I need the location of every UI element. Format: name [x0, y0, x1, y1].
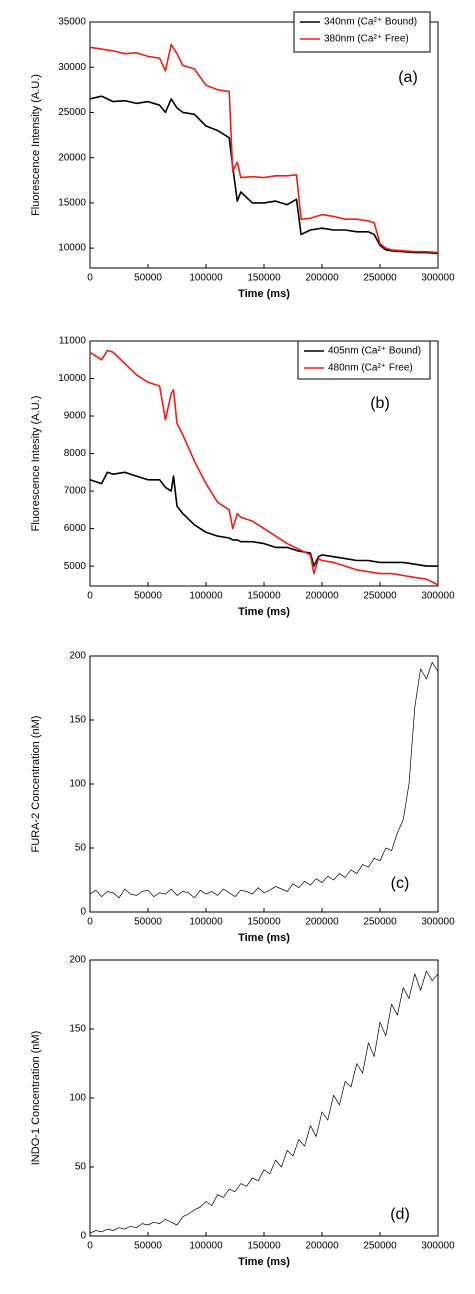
- y-tick-label: 6000: [64, 523, 87, 534]
- y-axis-label: Fluorescence Intensity (A.U.): [30, 74, 42, 216]
- x-tick-label: 150000: [247, 273, 281, 284]
- legend-label: 340nm (Ca²⁺ Bound): [324, 17, 417, 28]
- panel-label: (a): [398, 69, 418, 86]
- x-tick-label: 200000: [305, 1241, 339, 1252]
- x-tick-label: 250000: [363, 1241, 397, 1252]
- data-line: [89, 662, 439, 899]
- x-tick-label: 100000: [189, 591, 223, 602]
- y-tick-label: 100: [69, 1093, 86, 1104]
- y-tick-label: 5000: [64, 561, 87, 572]
- x-tick-label: 100000: [189, 1241, 223, 1252]
- y-tick-label: 35000: [58, 17, 86, 28]
- data-line: [89, 970, 439, 1234]
- x-tick-label: 300000: [421, 1241, 455, 1252]
- x-tick-label: 50000: [134, 917, 162, 928]
- x-tick-label: 50000: [134, 273, 162, 284]
- x-tick-label: 0: [87, 273, 93, 284]
- y-tick-label: 11000: [59, 336, 87, 347]
- data-line: [89, 43, 439, 254]
- y-tick-label: 15000: [58, 198, 86, 209]
- x-tick-label: 150000: [247, 1241, 281, 1252]
- y-axis-label: INDO-1 Concentration (nM): [30, 1031, 42, 1166]
- x-tick-label: 0: [87, 1241, 93, 1252]
- y-axis-label: FURA-2 Concentration (nM): [30, 716, 42, 853]
- legend-label: 405nm (Ca²⁺ Bound): [328, 346, 421, 357]
- data-line: [89, 95, 439, 255]
- data-line: [89, 349, 439, 586]
- y-tick-label: 8000: [64, 448, 87, 459]
- x-tick-label: 50000: [134, 591, 162, 602]
- panel-label: (d): [390, 1206, 410, 1223]
- y-tick-label: 20000: [58, 152, 86, 163]
- y-axis-label: Fluorescence Intesity (A.U.): [30, 396, 42, 532]
- panel-label: (b): [370, 395, 390, 412]
- y-tick-label: 10000: [58, 243, 86, 254]
- y-tick-label: 200: [69, 651, 86, 662]
- x-tick-label: 150000: [247, 917, 281, 928]
- x-tick-label: 200000: [305, 273, 339, 284]
- x-tick-label: 300000: [421, 273, 455, 284]
- legend-box: [297, 340, 431, 380]
- x-tick-label: 0: [87, 917, 93, 928]
- y-tick-label: 0: [80, 1231, 86, 1242]
- x-tick-label: 150000: [247, 591, 281, 602]
- x-tick-label: 100000: [189, 273, 223, 284]
- x-axis-label: Time (ms): [238, 288, 290, 300]
- y-tick-label: 0: [80, 907, 86, 918]
- plot-frame: [89, 959, 439, 1237]
- x-axis-label: Time (ms): [238, 1256, 290, 1268]
- x-tick-label: 200000: [305, 917, 339, 928]
- y-tick-label: 150: [69, 1024, 86, 1035]
- y-tick-label: 7000: [64, 486, 87, 497]
- x-axis-label: Time (ms): [238, 932, 290, 944]
- x-tick-label: 250000: [363, 273, 397, 284]
- y-tick-label: 150: [69, 715, 86, 726]
- y-tick-label: 30000: [58, 62, 86, 73]
- plot-frame: [89, 21, 439, 269]
- legend-label: 480nm (Ca²⁺ Free): [328, 363, 413, 374]
- legend-label: 380nm (Ca²⁺ Free): [324, 34, 409, 45]
- y-tick-label: 25000: [58, 107, 86, 118]
- x-tick-label: 50000: [134, 1241, 162, 1252]
- x-tick-label: 100000: [189, 917, 223, 928]
- data-line: [89, 471, 438, 567]
- y-tick-label: 50: [75, 843, 87, 854]
- x-tick-label: 0: [87, 591, 93, 602]
- plot-frame: [89, 655, 439, 913]
- x-tick-label: 250000: [363, 591, 397, 602]
- y-tick-label: 9000: [64, 411, 87, 422]
- x-tick-label: 250000: [363, 917, 397, 928]
- x-tick-label: 200000: [305, 591, 339, 602]
- panel-label: (c): [391, 875, 410, 892]
- legend-box: [293, 11, 431, 53]
- x-tick-label: 300000: [421, 917, 455, 928]
- y-tick-label: 100: [69, 779, 86, 790]
- y-tick-label: 50: [75, 1162, 87, 1173]
- y-tick-label: 200: [69, 955, 86, 966]
- y-tick-label: 10000: [58, 373, 86, 384]
- x-tick-label: 300000: [421, 591, 455, 602]
- x-axis-label: Time (ms): [238, 606, 290, 618]
